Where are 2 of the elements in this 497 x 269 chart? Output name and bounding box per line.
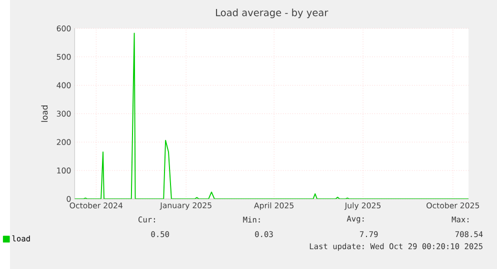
chart-title: Load average - by year <box>216 8 328 18</box>
y-axis-title: load <box>41 105 48 122</box>
